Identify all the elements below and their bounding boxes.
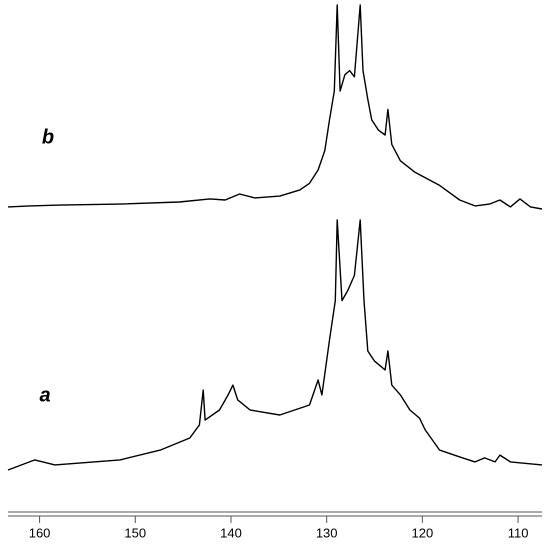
series-label: a	[39, 384, 50, 406]
x-tick-label: 110	[508, 525, 529, 540]
x-tick-label: 160	[29, 525, 51, 540]
spectrum-line	[7, 4, 543, 210]
x-tick-label: 140	[220, 525, 242, 540]
x-tick-label: 130	[316, 525, 338, 540]
spectrum-line	[7, 219, 543, 471]
x-tick-label: 120	[412, 525, 434, 540]
series-label: b	[42, 126, 54, 148]
x-tick-label: 150	[124, 525, 146, 540]
